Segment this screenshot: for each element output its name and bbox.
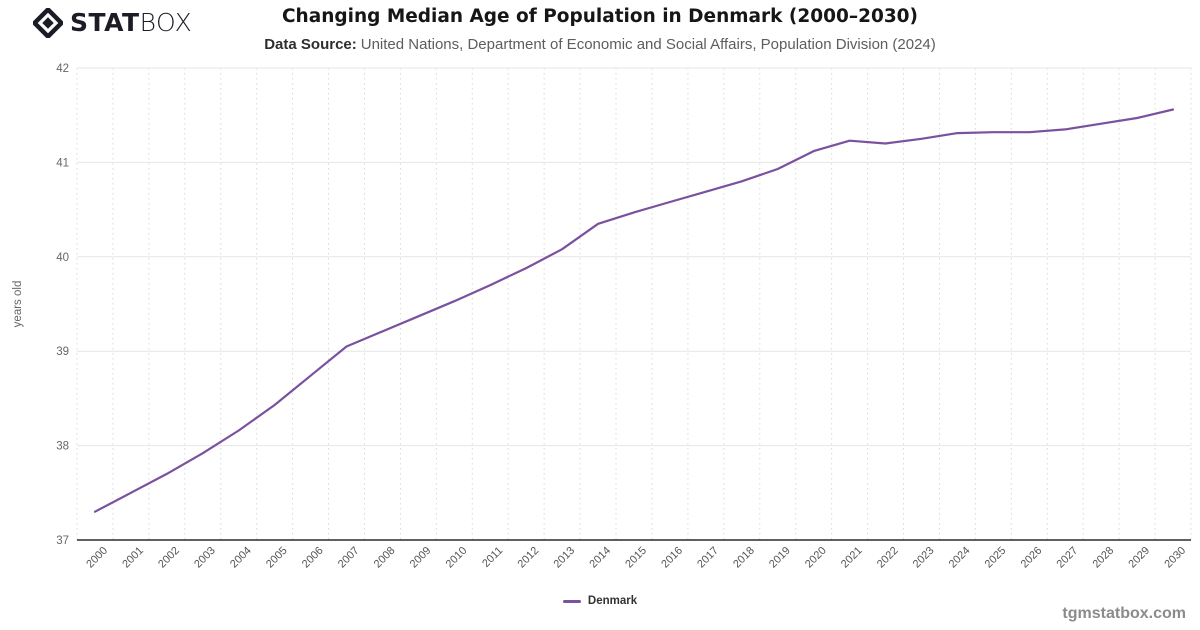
x-tick-label: 2018 (731, 545, 757, 571)
statbox-logo: STAT BOX (33, 8, 192, 38)
x-tick-label: 2026 (1019, 545, 1045, 571)
site-watermark: tgmstatbox.com (1062, 605, 1186, 622)
x-tick-label: 2008 (372, 545, 398, 571)
data-source-label: Data Source: (264, 36, 357, 53)
logo-box-text: BOX (139, 8, 193, 37)
series-line-denmark (93, 108, 1175, 513)
legend-line-marker (562, 599, 581, 603)
y-axis-title: years old (12, 281, 24, 328)
x-tick-label: 2020 (803, 545, 829, 571)
x-tick-label: 2013 (551, 545, 577, 571)
x-tick-label: 2025 (983, 545, 1009, 571)
data-source-value: United Nations, Department of Economic a… (360, 36, 936, 53)
y-tick-label: 37 (56, 535, 69, 547)
y-tick-label: 42 (56, 63, 69, 75)
x-tick-label: 2012 (516, 545, 542, 571)
x-tick-label: 2029 (1126, 545, 1152, 571)
y-tick-label: 41 (56, 157, 69, 169)
x-tick-label: 2017 (695, 545, 721, 571)
diamond-icon (33, 8, 63, 38)
x-tick-label: 2030 (1162, 545, 1188, 571)
x-tick-label: 2015 (623, 545, 649, 571)
x-tick-label: 2002 (156, 545, 182, 571)
logo-stat-text: STAT (70, 8, 140, 37)
x-tick-label: 2016 (659, 545, 685, 571)
x-tick-label: 2000 (84, 545, 110, 571)
x-tick-label: 2028 (1090, 545, 1116, 571)
x-tick-label: 2019 (767, 545, 793, 571)
x-tick-label: 2006 (300, 545, 326, 571)
x-tick-label: 2005 (264, 545, 290, 571)
x-tick-label: 2004 (228, 545, 254, 571)
logo-wordmark: STAT BOX (70, 8, 192, 38)
x-tick-label: 2007 (336, 545, 362, 571)
x-tick-label: 2014 (587, 545, 613, 571)
x-tick-label: 2021 (839, 545, 865, 571)
y-tick-label: 40 (56, 252, 69, 264)
y-tick-label: 39 (56, 346, 69, 358)
x-tick-label: 2001 (120, 545, 146, 571)
chart-subtitle: Data Source: United Nations, Department o… (0, 36, 1200, 53)
x-tick-label: 2003 (192, 545, 218, 571)
x-tick-label: 2024 (947, 545, 973, 571)
legend-series-label: Denmark (587, 595, 638, 607)
y-tick-label: 38 (56, 441, 69, 453)
x-tick-label: 2010 (444, 545, 470, 571)
page-title: Changing Median Age of Population in Den… (281, 6, 919, 27)
chart-legend: Denmark (0, 595, 1200, 607)
x-tick-label: 2022 (875, 545, 901, 571)
x-tick-label: 2023 (911, 545, 937, 571)
x-tick-label: 2009 (408, 545, 434, 571)
x-tick-label: 2027 (1055, 545, 1081, 571)
x-tick-label: 2011 (480, 545, 505, 570)
